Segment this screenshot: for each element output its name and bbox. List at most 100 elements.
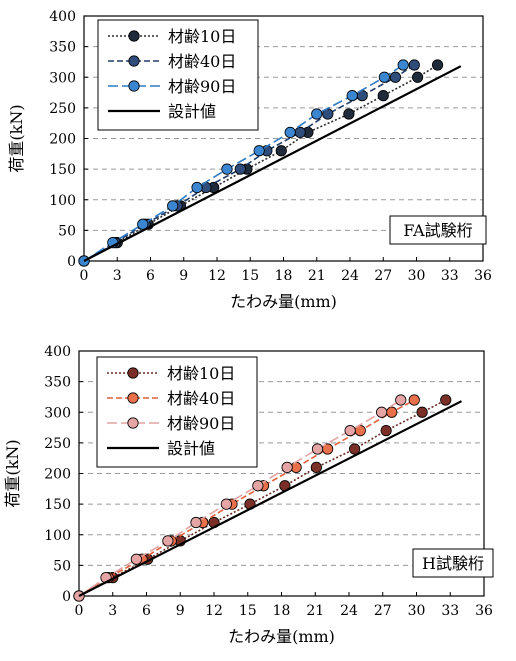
data-point (386, 406, 398, 418)
specimen-label: FA試験桁 (403, 221, 472, 240)
legend-label: 材齢10日 (167, 364, 235, 383)
x-tick-label: 27 (374, 603, 392, 619)
x-tick-label: 9 (176, 603, 185, 619)
data-point (234, 163, 246, 175)
legend-marker (128, 30, 140, 42)
series-line (78, 399, 447, 597)
data-point (275, 145, 287, 157)
x-tick-label: 30 (408, 603, 426, 619)
x-tick-label: 15 (241, 268, 259, 284)
series-line (78, 399, 402, 597)
x-tick-label: 3 (108, 603, 117, 619)
series-line (83, 64, 404, 262)
data-point (253, 145, 265, 157)
y-tick-label: 150 (49, 162, 76, 178)
y-tick-label: 250 (44, 436, 71, 452)
x-tick-label: 0 (80, 268, 89, 284)
data-point (252, 480, 264, 492)
data-point (311, 443, 324, 455)
legend-marker (127, 417, 139, 429)
series-line (78, 400, 462, 597)
x-tick-label: 6 (142, 603, 151, 619)
data-point (349, 443, 361, 455)
x-tick-label: 3 (113, 268, 122, 284)
y-tick-label: 50 (58, 223, 76, 239)
y-tick-label: 300 (49, 70, 76, 86)
data-point (408, 394, 420, 406)
x-tick-label: 0 (75, 603, 84, 619)
x-tick-label: 33 (441, 603, 459, 619)
x-tick-label: 12 (205, 603, 223, 619)
data-point (378, 71, 390, 83)
x-axis-label: たわみ量(mm) (230, 292, 337, 311)
legend-label: 設計値 (168, 102, 216, 121)
data-point (397, 59, 409, 71)
x-tick-label: 27 (374, 268, 392, 284)
x-tick-label: 24 (341, 268, 359, 284)
specimen-label-box (389, 215, 487, 245)
y-tick-label: 350 (49, 40, 76, 56)
data-point (395, 394, 407, 406)
legend-marker (127, 367, 139, 379)
data-point (376, 406, 388, 418)
data-point (380, 425, 392, 437)
x-tick-label: 24 (340, 603, 358, 619)
x-tick-label: 15 (239, 603, 257, 619)
y-tick-label: 100 (44, 528, 71, 544)
data-point (284, 126, 296, 138)
y-tick-label: 150 (44, 497, 71, 513)
x-tick-label: 30 (408, 268, 426, 284)
data-point (311, 108, 323, 120)
y-tick-label: 50 (53, 558, 71, 574)
y-tick-label: 250 (49, 101, 76, 117)
data-point (377, 90, 389, 102)
y-tick-label: 100 (49, 193, 76, 209)
y-tick-label: 200 (49, 132, 76, 148)
x-tick-label: 9 (179, 268, 188, 284)
legend-label: 材齢90日 (167, 414, 235, 433)
y-tick-label: 0 (62, 589, 71, 605)
x-tick-label: 36 (475, 603, 493, 619)
data-point (167, 200, 179, 212)
x-tick-label: 6 (146, 268, 155, 284)
data-point (412, 71, 424, 83)
y-tick-label: 200 (44, 467, 71, 483)
data-point (416, 406, 428, 418)
data-point (343, 108, 355, 120)
data-point (440, 394, 452, 406)
y-tick-label: 350 (44, 375, 71, 391)
legend-label: 材齢10日 (168, 27, 236, 46)
legend-label: 材齢40日 (167, 389, 235, 408)
x-tick-label: 18 (275, 268, 293, 284)
legend-label: 設計値 (167, 439, 215, 458)
legend-label: 材齢40日 (168, 52, 236, 71)
data-point (190, 516, 202, 529)
x-tick-label: 21 (306, 603, 324, 619)
data-point (431, 59, 444, 71)
data-point (344, 425, 356, 437)
legend-marker (128, 55, 140, 67)
data-point (191, 181, 203, 194)
data-point (281, 461, 293, 473)
y-axis-label: 荷重(kN) (3, 439, 22, 507)
series-line (83, 65, 462, 262)
specimen-label-box (412, 548, 494, 578)
data-point (162, 535, 174, 547)
data-point (220, 498, 232, 510)
data-point (389, 71, 402, 83)
y-tick-label: 0 (67, 254, 76, 270)
y-tick-label: 400 (49, 9, 76, 25)
x-axis-label: たわみ量(mm) (228, 627, 335, 646)
data-point (221, 163, 233, 175)
data-point (408, 59, 420, 71)
x-tick-label: 18 (273, 603, 291, 619)
legend-label: 材齢90日 (168, 77, 236, 96)
legend-marker (128, 80, 140, 92)
data-point (346, 90, 358, 102)
x-tick-label: 12 (208, 268, 226, 284)
x-tick-label: 36 (474, 268, 492, 284)
specimen-label: H試験桁 (422, 554, 484, 573)
